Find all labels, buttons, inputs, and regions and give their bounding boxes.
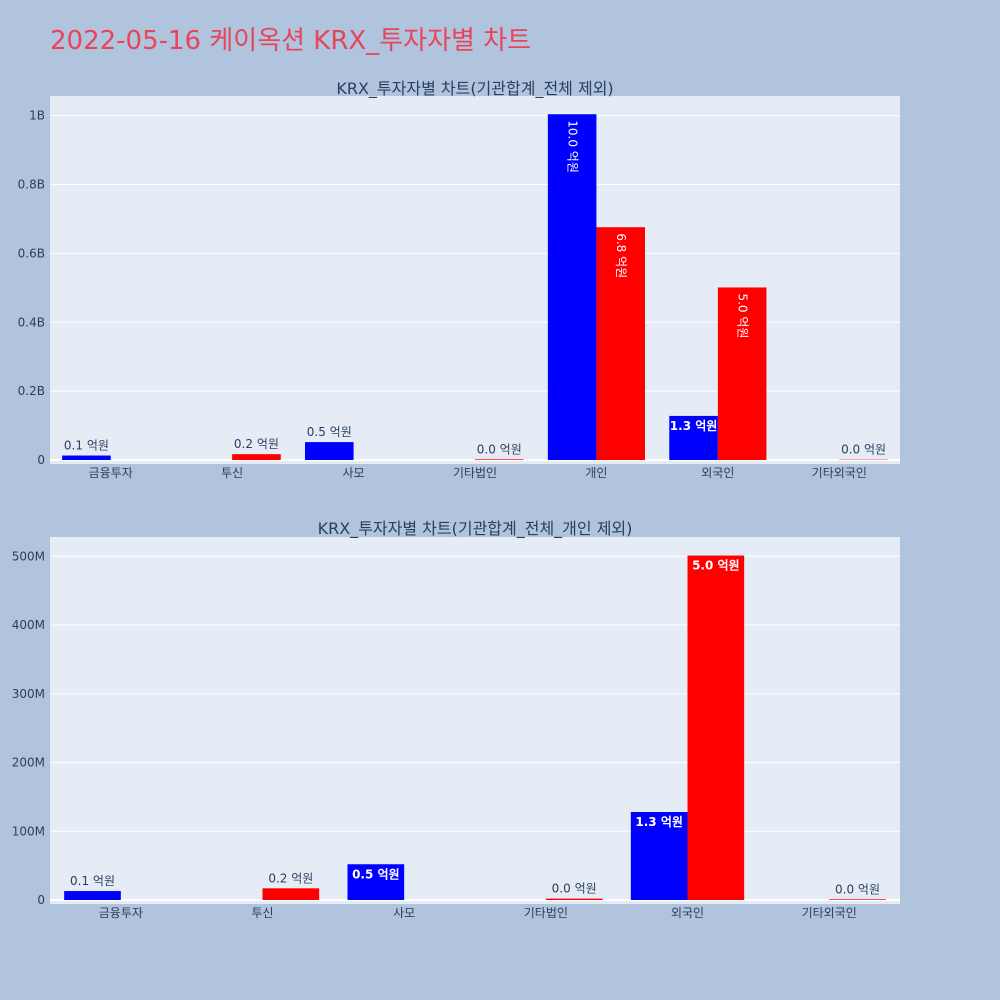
data-label: 0.0 억원 [841,443,886,457]
y-tick-label: 0.8B [18,178,45,192]
x-tick-label: 금융투자 [99,906,143,920]
x-tick-label: 기타법인 [453,466,497,480]
data-label: 0.1 억원 [64,439,109,453]
data-label: 1.3 억원 [670,419,718,433]
data-label: 0.5 억원 [352,867,400,881]
red-bar [717,287,767,460]
blue-bar [62,455,111,460]
y-tick-label: 0.6B [18,246,45,260]
blue-bar [305,442,354,460]
red-bar [687,555,745,900]
y-tick-label: 300M [12,687,45,701]
x-tick-label: 기타외국인 [802,906,857,920]
y-tick-label: 400M [12,618,45,632]
data-label: 5.0 억원 [692,559,740,573]
x-tick-label: 외국인 [671,906,704,920]
blue-bar [669,415,718,460]
blue-bar [347,864,405,900]
y-tick-label: 0 [37,453,45,467]
chart-title-1: KRX_투자자별 차트(기관합계_전체 제외) [336,79,613,99]
x-tick-label: 외국인 [701,466,734,480]
x-tick-label: 투신 [251,906,273,920]
data-label: 6.8 억원 [614,233,628,278]
x-tick-label: 기타외국인 [812,466,867,480]
data-label: 0.2 억원 [268,871,313,885]
data-label: 10.0 억원 [566,120,580,173]
x-tick-label: 개인 [585,466,607,480]
data-label: 5.0 억원 [736,293,750,338]
blue-bar [64,891,121,900]
plot-area-2 [50,537,900,904]
y-tick-label: 100M [12,824,45,838]
x-tick-label: 사모 [343,466,365,480]
red-bar [475,459,524,460]
data-label: 0.0 억원 [552,882,597,896]
data-label: 0.0 억원 [477,442,522,456]
blue-bar [630,812,688,900]
red-bar [262,888,320,900]
data-label: 1.3 억원 [635,815,683,829]
x-tick-label: 기타법인 [524,906,568,920]
data-label: 0.5 억원 [307,425,352,439]
y-tick-label: 1B [29,109,45,123]
y-tick-label: 200M [12,756,45,770]
x-tick-label: 금융투자 [89,466,133,480]
x-tick-label: 투신 [221,466,243,480]
red-bar [232,454,281,460]
red-bar [829,899,886,900]
chart-title-2: KRX_투자자별 차트(기관합계_전체_개인 제외) [318,519,633,539]
red-bar [596,227,645,460]
x-tick-label: 사모 [393,906,415,920]
data-label: 0.2 억원 [234,437,279,451]
y-tick-label: 0.4B [18,315,45,329]
plot-area-1 [50,96,900,464]
y-tick-label: 0.2B [18,384,45,398]
y-tick-label: 500M [12,549,45,563]
data-label: 0.1 억원 [70,874,115,888]
page-title: 2022-05-16 케이옥션 KRX_투자자별 차트 [50,26,532,56]
red-bar [545,898,603,900]
blue-bar [547,114,597,461]
data-label: 0.0 억원 [835,882,880,896]
y-tick-label: 0 [37,893,45,907]
